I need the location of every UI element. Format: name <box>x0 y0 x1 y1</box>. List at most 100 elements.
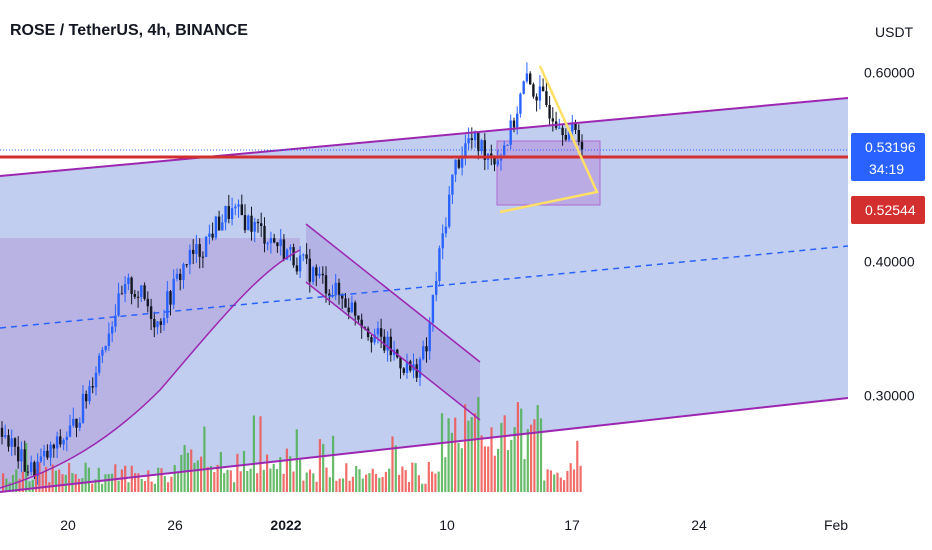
candle-body <box>49 444 52 458</box>
volume-bar <box>206 467 209 492</box>
volume-bar <box>378 477 381 492</box>
candle-body <box>185 264 188 266</box>
volume-bar <box>275 469 279 492</box>
volume-bar <box>28 481 31 492</box>
candle-body <box>13 438 17 447</box>
volume-bar <box>262 469 265 492</box>
candle-body <box>111 326 114 334</box>
volume-bar <box>322 443 325 492</box>
candle-body <box>107 333 111 346</box>
channel-fill <box>0 98 848 492</box>
volume-bar <box>91 483 94 492</box>
candle-body <box>266 243 269 245</box>
volume-bar <box>516 402 519 492</box>
candle-body <box>431 294 435 323</box>
candle-body <box>72 418 75 426</box>
volume-bar <box>167 482 170 492</box>
volume-bar <box>539 418 543 492</box>
volume-bar <box>470 417 473 492</box>
volume-bar <box>434 473 437 492</box>
volume-bar <box>576 440 579 492</box>
volume-bar <box>226 469 229 492</box>
candle-body <box>318 273 321 276</box>
volume-bar <box>299 459 302 492</box>
candle-body <box>204 236 208 257</box>
drawings <box>0 65 849 493</box>
volume-bar <box>365 474 368 492</box>
price-axis[interactable]: 0.60000 0.40000 0.30000 <box>864 65 915 404</box>
candle-body <box>143 285 146 299</box>
volume-bar <box>87 467 90 492</box>
candle-body <box>561 127 564 136</box>
candle-body <box>451 174 454 195</box>
volume-bar <box>101 483 104 492</box>
volume-bar <box>38 462 41 492</box>
candle-body <box>541 86 545 92</box>
candle-body <box>260 223 263 226</box>
candle-body <box>195 244 198 254</box>
volume-bar <box>431 471 434 492</box>
candle-body <box>36 461 39 476</box>
candle-body <box>240 204 243 215</box>
candle-body <box>230 208 234 219</box>
time-tick-label: 2022 <box>270 517 301 533</box>
candle-body <box>104 345 107 350</box>
volume-bar <box>216 464 219 492</box>
volume-bar <box>252 415 255 492</box>
volume-bar <box>170 476 173 492</box>
candle-body <box>428 322 431 352</box>
volume-bar <box>173 464 176 492</box>
volume-bar <box>21 471 24 492</box>
descending-channel-fill <box>306 224 480 420</box>
candle-body <box>282 239 286 260</box>
volume-bar <box>193 462 196 492</box>
candle-body <box>33 462 36 476</box>
volume-bar <box>279 457 282 492</box>
candle-body <box>85 393 88 402</box>
candle-body <box>182 264 185 280</box>
volume-bar <box>348 480 351 492</box>
volume-bar <box>464 404 467 492</box>
volume-bar <box>302 480 305 492</box>
volume-bar <box>114 464 117 492</box>
candle-body <box>470 138 473 141</box>
candle-body <box>211 233 214 238</box>
volume-bar <box>209 466 213 492</box>
candle-body <box>386 336 389 351</box>
candle-body <box>136 296 140 298</box>
candle-body <box>285 249 289 260</box>
candle-body <box>117 293 120 316</box>
candle-body <box>379 328 383 337</box>
candle-body <box>551 118 554 122</box>
volume-bar <box>424 483 427 492</box>
time-axis[interactable]: 20 26 2022 10 17 24 Feb <box>60 517 848 533</box>
volume-bar <box>454 417 457 492</box>
volume-bar <box>450 432 453 492</box>
price-tick-label: 0.60000 <box>864 65 915 81</box>
candle-body <box>208 233 211 237</box>
candle-body <box>580 142 584 150</box>
candle-body <box>409 361 412 371</box>
candle-body <box>68 425 72 437</box>
volume-bar <box>338 478 341 492</box>
candle-body <box>529 73 532 85</box>
candle-body <box>39 456 43 462</box>
candle-body <box>467 138 470 144</box>
volume-bar <box>180 454 183 492</box>
volume-bar <box>58 469 61 492</box>
volume-bar <box>54 470 57 492</box>
candle-body <box>448 194 451 227</box>
volume-bar <box>272 463 275 492</box>
desc-channel-lower <box>305 281 481 421</box>
candle-body <box>75 418 78 428</box>
volume-bar <box>411 462 414 492</box>
candle-body <box>273 238 276 243</box>
curve-support <box>0 249 301 489</box>
candle-body <box>370 337 373 343</box>
channel-upper-line <box>0 97 849 177</box>
volume-bar <box>345 463 348 492</box>
volume-bars <box>2 397 582 492</box>
candle-body <box>10 438 13 447</box>
candle-body <box>159 321 162 325</box>
